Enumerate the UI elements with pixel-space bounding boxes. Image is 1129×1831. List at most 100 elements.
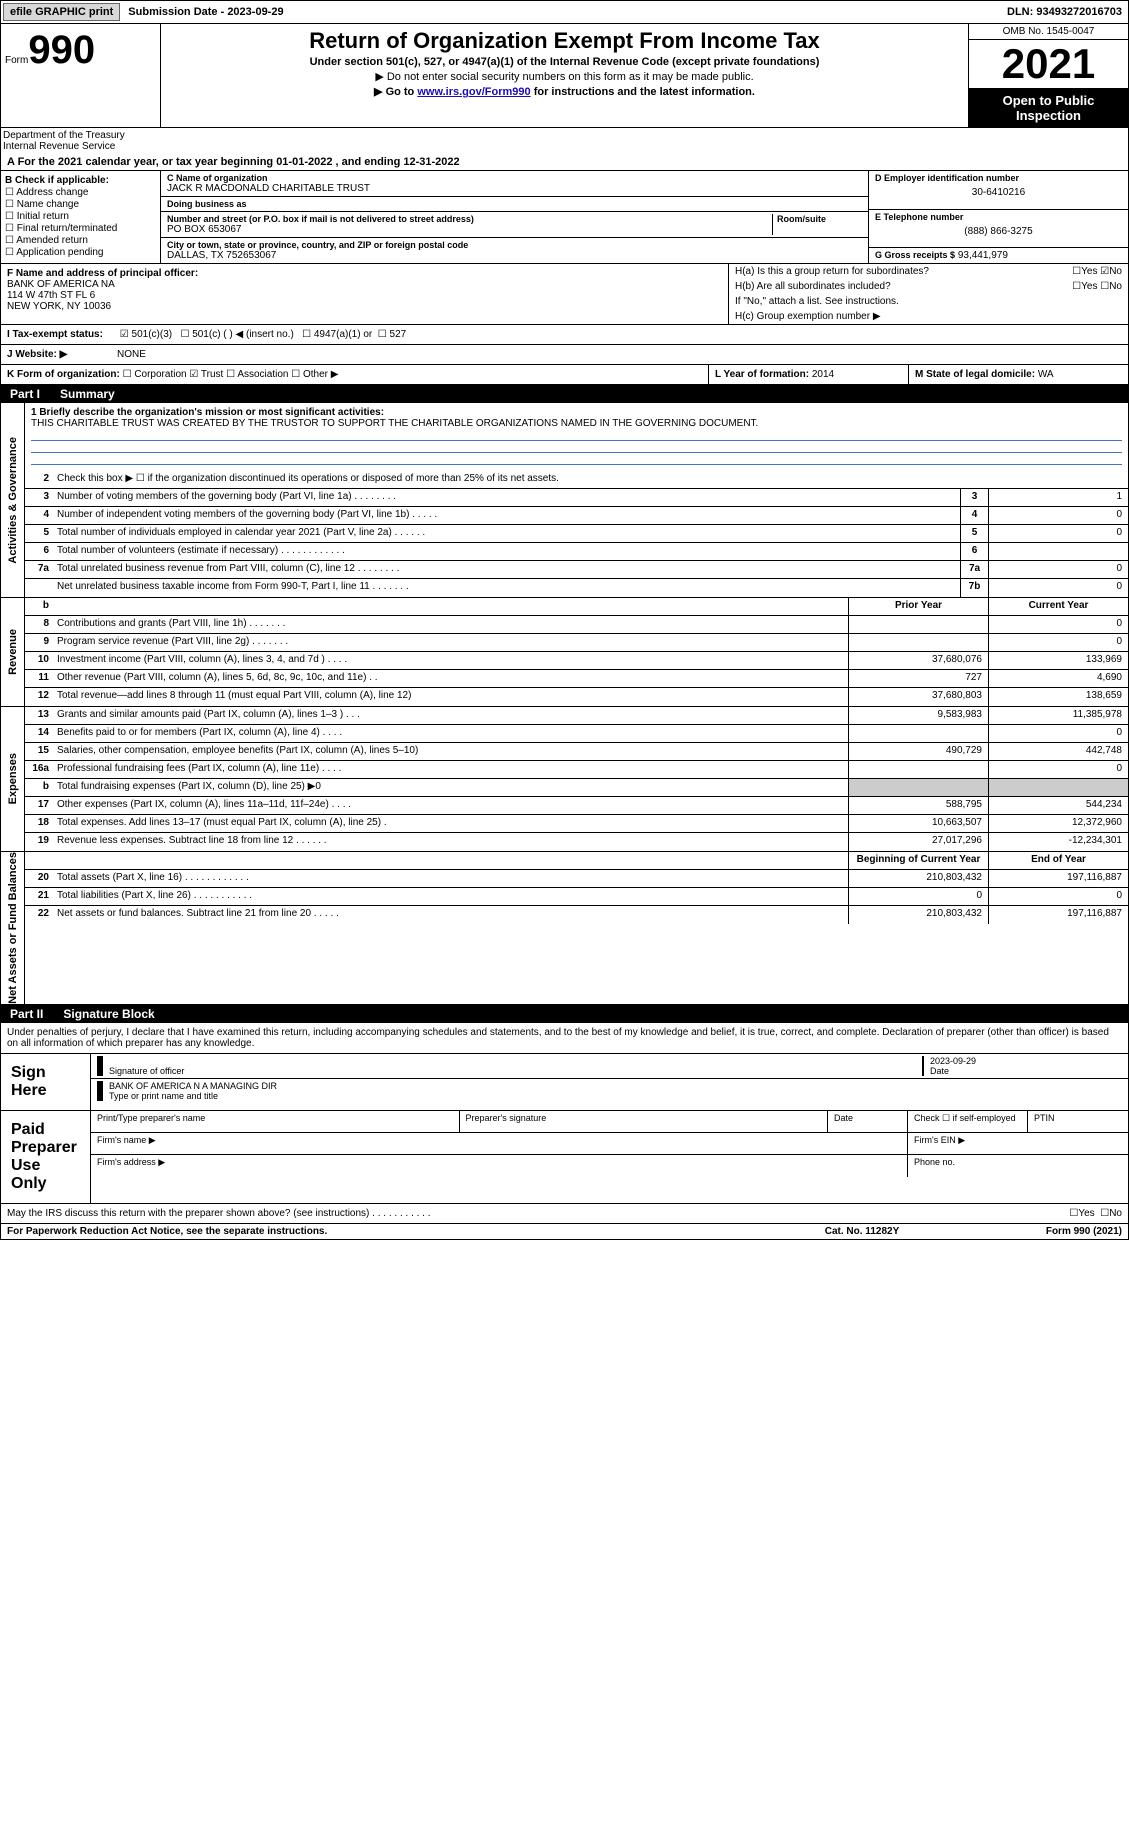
sign-here-label: Sign Here [1,1054,91,1110]
summary-line: Total unrelated business revenue from Pa… [53,561,960,578]
sig-date-label: Date [930,1066,1122,1076]
summary-line: Professional fundraising fees (Part IX, … [53,761,848,778]
discuss-yes[interactable]: ☐Yes [1069,1208,1094,1219]
current-year-value: -12,234,301 [988,833,1128,851]
chk-address-change[interactable]: ☐ Address change [5,187,156,198]
summary-value: 0 [988,561,1128,578]
form-number: 990 [28,28,95,72]
part-2-header: Part II Signature Block [0,1005,1129,1023]
footer-left: For Paperwork Reduction Act Notice, see … [7,1226,762,1237]
h-a-answer: ☐Yes ☑No [1072,266,1122,277]
chk-501c3[interactable]: ☑ 501(c)(3) [117,329,172,340]
officer-line3: NEW YORK, NY 10036 [7,301,722,312]
sig-officer-label: Signature of officer [109,1066,922,1076]
phone-value: (888) 866-3275 [875,226,1122,237]
summary-line: Net assets or fund balances. Subtract li… [53,906,848,924]
prior-year-value: 727 [848,670,988,687]
part-2-num: Part II [0,1007,53,1021]
entity-info-block: B Check if applicable: ☐ Address change … [0,171,1129,264]
current-year-value: 4,690 [988,670,1128,687]
ein-label: D Employer identification number [875,173,1122,183]
year-formation-value: 2014 [812,369,834,380]
chk-corp[interactable]: ☐ Corporation [123,369,187,380]
current-year-value: 0 [988,888,1128,905]
discuss-no[interactable]: ☐No [1100,1208,1122,1219]
form-word: Form [5,55,28,66]
paid-preparer-label: Paid Preparer Use Only [1,1111,91,1203]
year-cell: OMB No. 1545-0047 2021 Open to Public In… [968,24,1128,127]
summary-line: Revenue less expenses. Subtract line 18 … [53,833,848,851]
prior-year-value: 210,803,432 [848,870,988,887]
h-a-question: H(a) Is this a group return for subordin… [735,266,1072,277]
summary-line: Total fundraising expenses (Part IX, col… [53,779,848,796]
phone-label: E Telephone number [875,212,1122,222]
form-title: Return of Organization Exempt From Incom… [165,28,964,54]
website-value: NONE [117,349,146,360]
summary-value [988,543,1128,560]
prior-year-value: 9,583,983 [848,707,988,724]
chk-527[interactable]: ☐ 527 [372,329,406,340]
summary-line: Other revenue (Part VIII, column (A), li… [53,670,848,687]
summary-netassets: Net Assets or Fund Balances Beginning of… [0,852,1129,1005]
street-label: Number and street (or P.O. box if mail i… [167,214,772,224]
summary-line: Investment income (Part VIII, column (A)… [53,652,848,669]
summary-line: Net unrelated business taxable income fr… [53,579,960,597]
prior-year-value: 210,803,432 [848,906,988,924]
current-year-value: 197,116,887 [988,870,1128,887]
summary-line: Total liabilities (Part X, line 26) . . … [53,888,848,905]
chk-4947[interactable]: ☐ 4947(a)(1) or [294,329,372,340]
chk-other[interactable]: ☐ Other ▶ [291,369,338,380]
prior-year-value: 0 [848,888,988,905]
section-i: I Tax-exempt status: ☑ 501(c)(3) ☐ 501(c… [0,325,1129,345]
current-year-value: 12,372,960 [988,815,1128,832]
current-year-value: 11,385,978 [988,707,1128,724]
chk-name-change[interactable]: ☐ Name change [5,199,156,210]
summary-box: 7a [960,561,988,578]
dba-label: Doing business as [167,199,862,209]
prior-year-value [848,779,988,796]
section-j: J Website: ▶ NONE [0,345,1129,365]
gross-receipts-label: G Gross receipts $ [875,250,955,260]
city-value: DALLAS, TX 752653067 [167,250,862,261]
officer-group-block: F Name and address of principal officer:… [0,264,1129,325]
prior-year-value: 588,795 [848,797,988,814]
prior-year-value: 37,680,803 [848,688,988,706]
chk-application-pending[interactable]: ☐ Application pending [5,247,156,258]
tax-year: 2021 [969,40,1128,89]
prior-year-value [848,725,988,742]
org-name-label: C Name of organization [167,173,862,183]
footer-row: For Paperwork Reduction Act Notice, see … [0,1224,1129,1240]
hdr-prior-year: Prior Year [848,598,988,615]
firm-addr-label: Firm's address ▶ [91,1155,908,1177]
h-b-question: H(b) Are all subordinates included? [735,281,1072,292]
chk-amended-return[interactable]: ☐ Amended return [5,235,156,246]
prep-name-label: Print/Type preparer's name [91,1111,460,1132]
chk-trust[interactable]: ☑ Trust [189,369,223,380]
chk-assoc[interactable]: ☐ Association [226,369,288,380]
title-cell: Return of Organization Exempt From Incom… [161,24,968,127]
h-c-label: H(c) Group exemption number ▶ [735,311,881,322]
sign-here-block: Sign Here Signature of officer 2023-09-2… [0,1054,1129,1111]
submission-date: Submission Date - 2023-09-29 [122,6,289,18]
officer-line1: BANK OF AMERICA NA [7,279,722,290]
form-number-cell: Form990 [1,24,161,127]
state-domicile-label: M State of legal domicile: [915,369,1035,380]
year-formation-label: L Year of formation: [715,369,809,380]
summary-box: 5 [960,525,988,542]
form-header: Form990 Return of Organization Exempt Fr… [0,24,1129,128]
current-year-value: 0 [988,761,1128,778]
chk-initial-return[interactable]: ☐ Initial return [5,211,156,222]
treasury-dept: Department of the Treasury Internal Reve… [1,128,161,154]
h-b-note: If "No," attach a list. See instructions… [735,296,899,307]
efile-print-button[interactable]: efile GRAPHIC print [3,3,120,21]
vlabel-netassets: Net Assets or Fund Balances [7,852,19,1004]
section-h: H(a) Is this a group return for subordin… [728,264,1128,324]
current-year-value: 0 [988,634,1128,651]
summary-line: Total expenses. Add lines 13–17 (must eq… [53,815,848,832]
ein-value: 30-6410216 [875,187,1122,198]
irs-link[interactable]: www.irs.gov/Form990 [417,86,530,98]
chk-501c[interactable]: ☐ 501(c) ( ) ◀ (insert no.) [172,329,294,340]
prior-year-value: 37,680,076 [848,652,988,669]
vlabel-expenses: Expenses [7,753,19,804]
chk-final-return[interactable]: ☐ Final return/terminated [5,223,156,234]
